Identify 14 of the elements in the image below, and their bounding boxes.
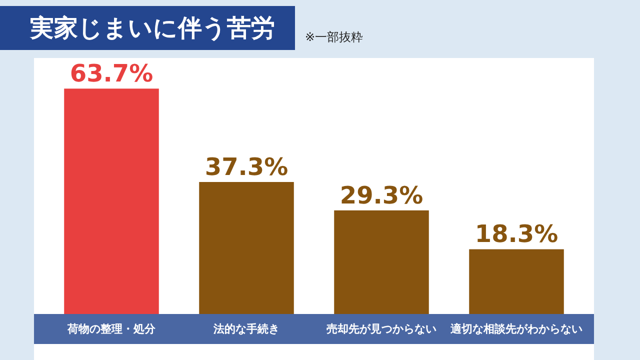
data-label: 37.3% [204, 153, 288, 182]
chart-title: 実家じまいに伴う苦労 [0, 6, 295, 50]
bar [64, 88, 159, 314]
x-tick-label: 適切な相談先がわからない [450, 322, 582, 336]
bar [469, 249, 564, 314]
bar [199, 182, 294, 314]
data-label: 29.3% [340, 181, 424, 210]
x-tick-label: 売却先が見つからない [326, 322, 436, 336]
x-tick-label: 荷物の整理・処分 [66, 322, 156, 336]
data-label: 18.3% [474, 220, 558, 248]
x-tick-label: 法的な手続き [212, 322, 280, 336]
text: ※一部抜粋 [305, 29, 364, 46]
data-label: 63.7% [70, 60, 154, 88]
bar [334, 210, 429, 314]
